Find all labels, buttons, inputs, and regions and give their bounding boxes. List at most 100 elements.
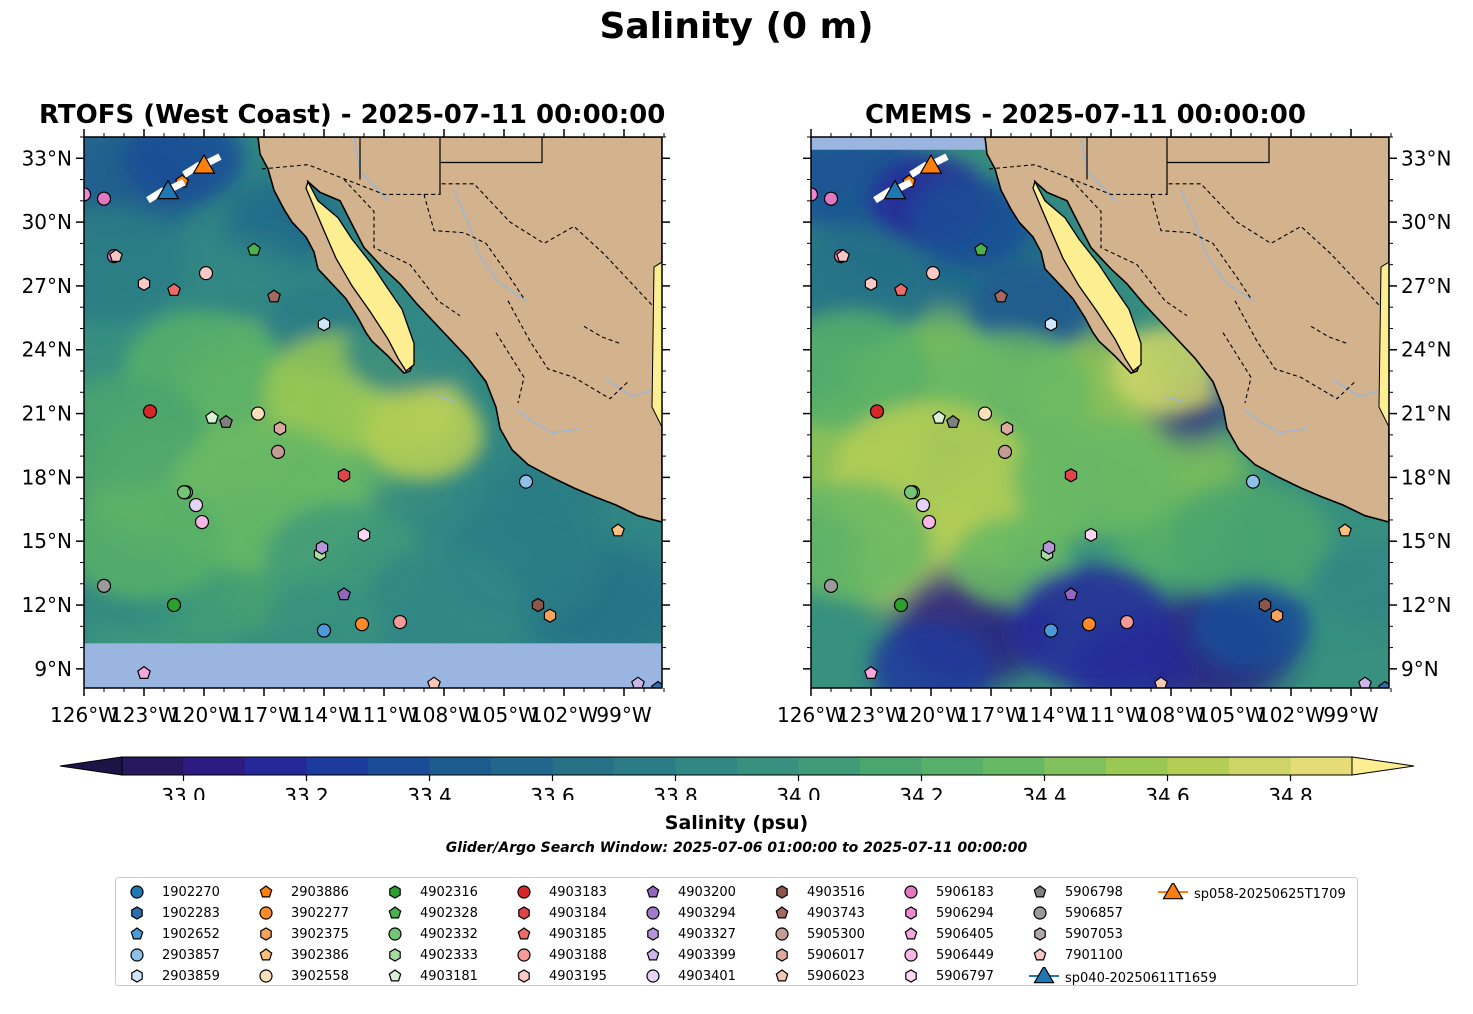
colorbar-segment	[368, 757, 430, 775]
legend-item: 5906405	[900, 925, 994, 943]
legend-label: 3902558	[291, 968, 349, 984]
rtofs-map: 126°W123°W120°W117°W114°W111°W108°W105°W…	[22, 129, 670, 727]
legend-symbol	[259, 885, 273, 898]
legend-item: 4902328	[384, 904, 478, 922]
legend-label: 4903181	[420, 968, 478, 984]
salinity-field-blob	[84, 374, 204, 495]
legend-label: 5906798	[1065, 884, 1123, 900]
legend-label: 5907053	[1065, 926, 1123, 942]
float-marker-3902375	[543, 608, 557, 623]
salinity-field-blob	[364, 545, 524, 666]
legend-symbol	[775, 906, 789, 919]
x-tick-label: 108°W	[1137, 703, 1205, 727]
x-tick-label: 111°W	[350, 703, 418, 727]
float-marker-5905300	[997, 444, 1013, 459]
legend-symbol	[776, 948, 788, 962]
legend-label: 5906183	[936, 884, 994, 900]
legend-item: 4903743	[771, 904, 865, 922]
colorbar-segment	[491, 757, 553, 775]
float-marker-4903516	[531, 597, 545, 613]
colorbar-segment	[798, 757, 861, 775]
legend-symbol	[1033, 906, 1047, 920]
legend-symbol	[388, 969, 402, 982]
float-marker-4903188	[392, 614, 408, 630]
x-tick-label: 114°W	[290, 703, 358, 727]
legend-symbol	[260, 927, 272, 941]
legend-symbol	[259, 906, 273, 920]
legend-item: 5907053	[1029, 925, 1123, 943]
legend-symbol	[776, 885, 788, 899]
y-tick-label: 27°N	[1401, 274, 1451, 298]
x-tick-label: 108°W	[410, 703, 478, 727]
legend-marker-icon	[647, 927, 659, 941]
legend-item: 4902333	[384, 946, 478, 964]
legend-item: 4903516	[771, 883, 865, 901]
float-marker-2903859	[1044, 317, 1058, 332]
glider-marker-sp040-20250611T1659	[883, 179, 907, 200]
legend-symbol	[389, 885, 401, 899]
legend-item: 3902277	[255, 904, 349, 922]
state-border-line	[1222, 332, 1252, 404]
nodata-region	[811, 137, 991, 150]
float-marker-5906023	[427, 676, 441, 688]
legend-label: 1902652	[162, 926, 220, 942]
legend-marker-icon	[1158, 883, 1188, 900]
legend-label: 4902333	[420, 947, 478, 963]
float-marker-7901100	[109, 248, 123, 262]
float-marker-4903181	[205, 410, 219, 424]
legend-item: 3902386	[255, 946, 349, 964]
colorbar-tick-label: 33.8	[653, 784, 698, 800]
river-line	[1332, 378, 1380, 398]
colorbar-segment	[183, 757, 246, 775]
state-border-line	[1234, 300, 1356, 400]
legend-label: 5906023	[807, 968, 865, 984]
colorbar-segment	[983, 757, 1045, 775]
legend-label: 3902386	[291, 947, 349, 963]
float-marker-4903200	[1064, 587, 1078, 601]
legend-symbol	[775, 927, 789, 941]
river-line	[1242, 408, 1308, 434]
colorbar-tick-label: 34.0	[776, 784, 821, 800]
river-line	[605, 378, 653, 398]
y-tick-label: 30°N	[22, 210, 72, 234]
colorbar: 33.0 33.2 33.4 33.6 33.8 34.0 34.2 34.4 34.6 34.8	[59, 756, 1415, 800]
salinity-field-blob	[1191, 581, 1311, 672]
legend-marker-icon	[904, 927, 918, 940]
legend-marker-icon	[646, 969, 660, 983]
salinity-field-blob	[84, 481, 224, 602]
legend-label: 4903743	[807, 905, 865, 921]
x-tick-label: 99°W	[1323, 703, 1378, 727]
legend-label: 5906797	[936, 968, 994, 984]
legend-symbol	[775, 969, 789, 982]
legend-label: 5906857	[1065, 905, 1123, 921]
legend-item: 3902375	[255, 925, 349, 943]
x-tick-label: 126°W	[50, 703, 118, 727]
legend-label: 5906294	[936, 905, 994, 921]
float-marker-extra	[811, 187, 819, 202]
x-tick-label: 99°W	[596, 703, 651, 727]
gulf-of-california	[305, 180, 415, 372]
float-marker-5906798	[946, 414, 960, 428]
legend-marker-icon	[259, 969, 273, 983]
state-border-line	[1070, 179, 1188, 317]
x-tick-label: 120°W	[897, 703, 965, 727]
float-marker-2903857	[1245, 474, 1261, 489]
search-window-note: Glider/Argo Search Window: 2025-07-06 01…	[445, 840, 1028, 856]
legend-symbol	[388, 906, 402, 919]
legend-marker-icon	[130, 948, 144, 962]
state-border-line	[495, 332, 525, 404]
float-marker-3902386	[1338, 523, 1352, 537]
float-marker-4903195	[864, 276, 878, 291]
legend-marker-icon	[646, 948, 660, 961]
legend-item: 5906857	[1029, 904, 1123, 922]
legend-label: 4902332	[420, 926, 478, 942]
float-marker-5906449	[921, 514, 937, 530]
x-tick-label: 102°W	[530, 703, 598, 727]
salinity-field-blob	[911, 177, 1031, 268]
legend-item: 4903200	[642, 883, 736, 901]
colorbar-tick-label: 33.0	[161, 784, 206, 800]
legend-symbol	[517, 927, 531, 940]
legend-marker-icon	[905, 906, 917, 920]
figure-title: Salinity (0 m)	[599, 6, 874, 47]
colorbar-segment	[1106, 757, 1168, 775]
